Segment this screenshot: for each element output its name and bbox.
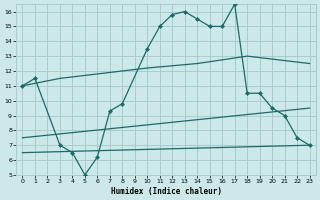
X-axis label: Humidex (Indice chaleur): Humidex (Indice chaleur) (110, 187, 221, 196)
